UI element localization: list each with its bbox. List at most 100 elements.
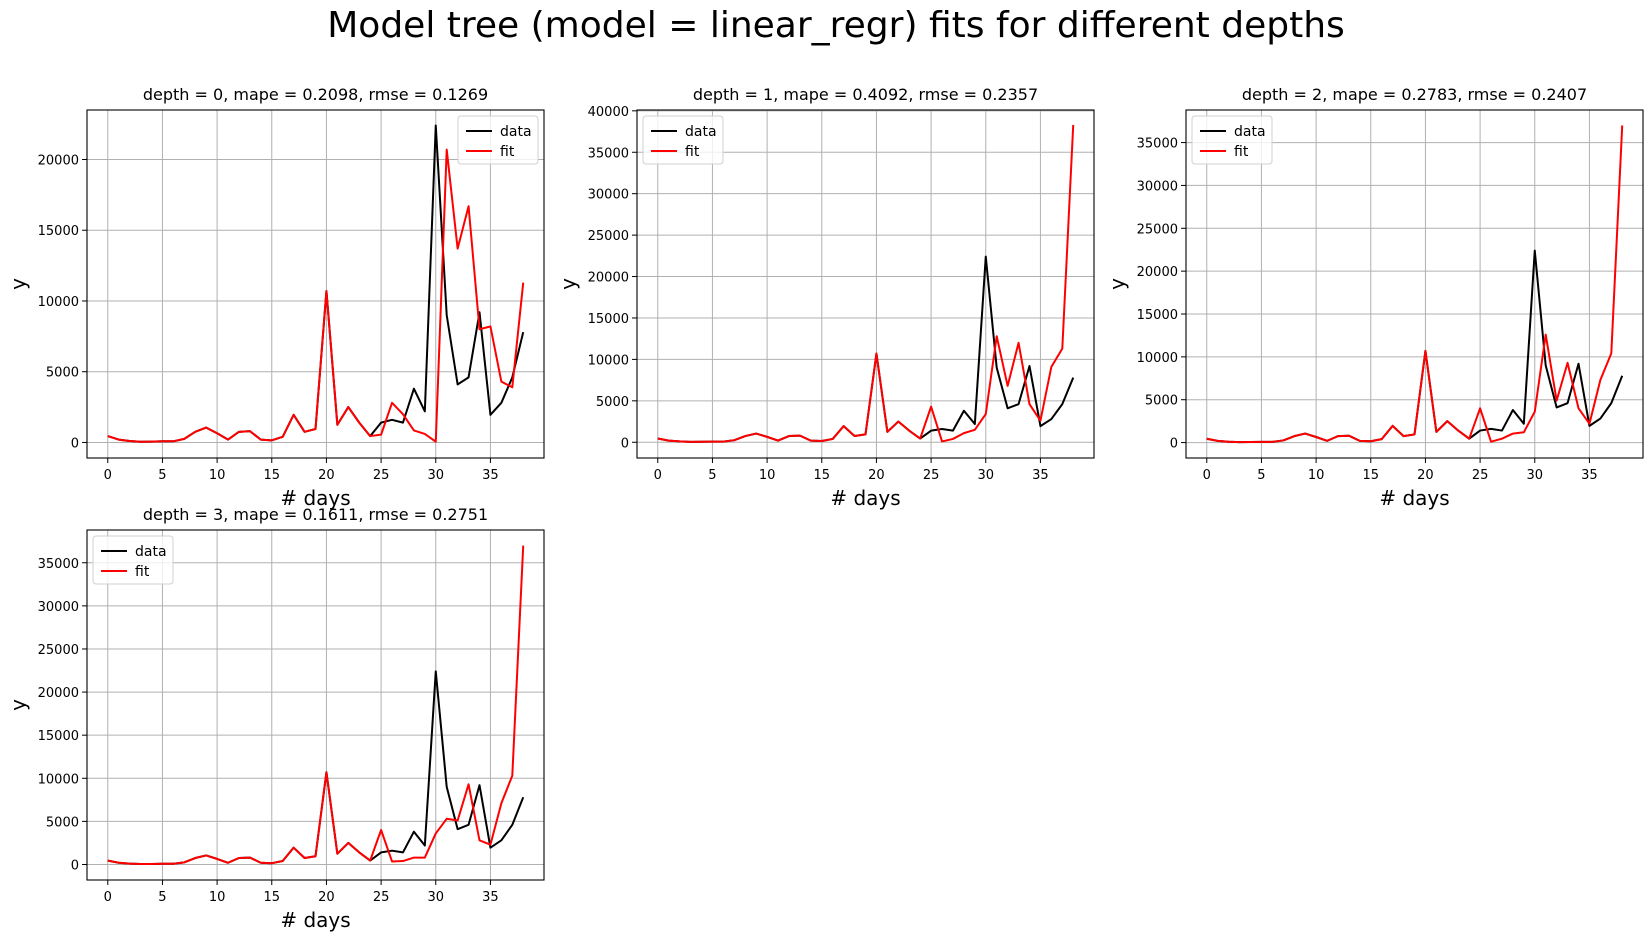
x-tick-label: 35 [482, 890, 499, 905]
x-tick-label: 15 [263, 468, 280, 483]
y-tick-label: 30000 [38, 600, 79, 615]
x-axis-label: # days [830, 486, 900, 510]
x-tick-label: 30 [977, 468, 994, 483]
y-tick-label: 10000 [38, 295, 79, 310]
y-tick-label: 15000 [588, 312, 629, 327]
y-axis-label: y [6, 699, 30, 711]
series-line-fit [107, 148, 525, 443]
x-tick-label: 20 [318, 468, 335, 483]
x-tick-label: 10 [209, 468, 226, 483]
x-axis-label: # days [280, 486, 350, 510]
x-tick-label: 35 [1032, 468, 1049, 483]
y-tick-label: 15000 [38, 729, 79, 744]
legend-label-fit: fit [1234, 144, 1249, 160]
y-tick-label: 15000 [1137, 308, 1178, 323]
y-tick-label: 5000 [46, 366, 79, 381]
subplot-title: depth = 3, mape = 0.1611, rmse = 0.2751 [143, 505, 488, 524]
legend: data fit [92, 535, 174, 585]
legend: data fit [1191, 115, 1273, 165]
y-tick-label: 0 [71, 436, 79, 451]
x-tick-label: 10 [759, 468, 776, 483]
y-tick-label: 20000 [38, 686, 79, 701]
y-tick-label: 10000 [38, 772, 79, 787]
legend: data fit [457, 115, 539, 165]
x-tick-label: 25 [1472, 468, 1489, 483]
legend-label-data: data [685, 124, 717, 140]
x-axis-label: # days [1379, 486, 1449, 510]
y-tick-label: 35000 [1137, 137, 1178, 152]
x-tick-label: 5 [158, 468, 166, 483]
series-line-data [107, 670, 525, 866]
y-tick-label: 30000 [1137, 179, 1178, 194]
legend: data fit [642, 115, 724, 165]
x-tick-label: 25 [373, 890, 390, 905]
series-line-fit [107, 545, 525, 866]
x-tick-label: 15 [1362, 468, 1379, 483]
x-tick-label: 30 [1526, 468, 1543, 483]
legend-label-data: data [500, 124, 532, 140]
x-tick-label: 0 [1203, 468, 1211, 483]
subplot-title: depth = 0, mape = 0.2098, rmse = 0.1269 [143, 85, 488, 104]
y-tick-label: 0 [621, 436, 629, 451]
y-tick-label: 10000 [1137, 351, 1178, 366]
x-tick-label: 10 [1308, 468, 1325, 483]
x-tick-label: 30 [427, 468, 444, 483]
y-axis-label: y [556, 278, 580, 290]
x-tick-label: 0 [104, 890, 112, 905]
x-tick-label: 35 [482, 468, 499, 483]
subplot-title: depth = 1, mape = 0.4092, rmse = 0.2357 [693, 85, 1038, 104]
legend-label-fit: fit [500, 144, 515, 160]
x-axis-label: # days [280, 908, 350, 932]
y-tick-label: 10000 [588, 353, 629, 368]
legend-label-fit: fit [685, 144, 700, 160]
series-line-data [1206, 249, 1624, 444]
x-tick-label: 20 [318, 890, 335, 905]
subplot-3: 0 5 10 15 20 25 30 35 0 5000 10000 15000 20000 25000 3… [6, 505, 545, 932]
y-tick-label: 40000 [588, 105, 629, 120]
x-tick-label: 0 [654, 468, 662, 483]
y-tick-label: 20000 [588, 271, 629, 286]
x-tick-label: 5 [158, 890, 166, 905]
x-tick-label: 15 [263, 890, 280, 905]
x-tick-label: 35 [1581, 468, 1598, 483]
axes-frame [1185, 109, 1644, 459]
figure-title: Model tree (model = linear_regr) fits fo… [327, 5, 1345, 46]
legend-label-data: data [135, 544, 167, 560]
axes-frame [86, 109, 545, 459]
subplot-1: 0 5 10 15 20 25 30 35 0 5000 10000 15000 20000 25000 3… [556, 85, 1095, 510]
x-tick-label: 5 [1257, 468, 1265, 483]
y-tick-label: 5000 [1145, 394, 1178, 409]
y-tick-label: 0 [1170, 437, 1178, 452]
y-tick-label: 35000 [588, 146, 629, 161]
x-tick-label: 15 [813, 468, 830, 483]
x-tick-label: 20 [868, 468, 885, 483]
y-tick-label: 25000 [588, 229, 629, 244]
axes-frame [636, 109, 1095, 459]
subplot-grid: 0 5 10 15 20 25 30 3505000100001500020000depth … [6, 85, 1644, 932]
y-tick-label: 35000 [38, 557, 79, 572]
series-line-fit [657, 124, 1075, 443]
y-axis-label: y [6, 278, 30, 290]
x-tick-label: 10 [209, 890, 226, 905]
y-tick-label: 30000 [588, 188, 629, 203]
axes-frame [86, 529, 545, 881]
x-tick-label: 20 [1417, 468, 1434, 483]
y-tick-label: 5000 [46, 815, 79, 830]
y-tick-label: 20000 [1137, 265, 1178, 280]
subplot-0: 0 5 10 15 20 25 30 35 0 5000 10000 15000 20000 depth … [6, 85, 545, 510]
y-tick-label: 25000 [1137, 222, 1178, 237]
series-line-data [657, 255, 1075, 443]
y-tick-label: 20000 [38, 154, 79, 169]
subplot-2: 0 5 10 15 20 25 30 35 0 5000 10000 15000 20000 25000 3… [1105, 85, 1644, 510]
series-line-data [107, 124, 525, 443]
series-line-fit [1206, 125, 1624, 444]
y-tick-label: 25000 [38, 643, 79, 658]
legend-label-fit: fit [135, 564, 150, 580]
x-tick-label: 30 [427, 890, 444, 905]
legend-label-data: data [1234, 124, 1266, 140]
y-axis-label: y [1105, 278, 1129, 290]
subplot-title: depth = 2, mape = 0.2783, rmse = 0.2407 [1242, 85, 1587, 104]
y-tick-label: 0 [71, 858, 79, 873]
y-tick-label: 15000 [38, 224, 79, 239]
